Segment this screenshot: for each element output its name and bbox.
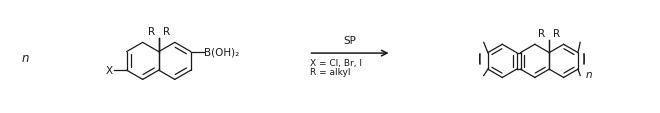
Text: R: R [162,27,170,36]
Text: n: n [22,52,29,65]
Text: SP: SP [344,36,356,46]
Text: R = alkyl: R = alkyl [310,67,351,76]
Text: X = Cl, Br, I: X = Cl, Br, I [310,58,362,67]
Text: n: n [586,70,593,80]
Text: R: R [538,29,545,39]
Text: R: R [148,27,155,36]
Text: R: R [553,29,560,39]
Text: B(OH)₂: B(OH)₂ [205,47,240,57]
Text: X: X [106,66,113,75]
